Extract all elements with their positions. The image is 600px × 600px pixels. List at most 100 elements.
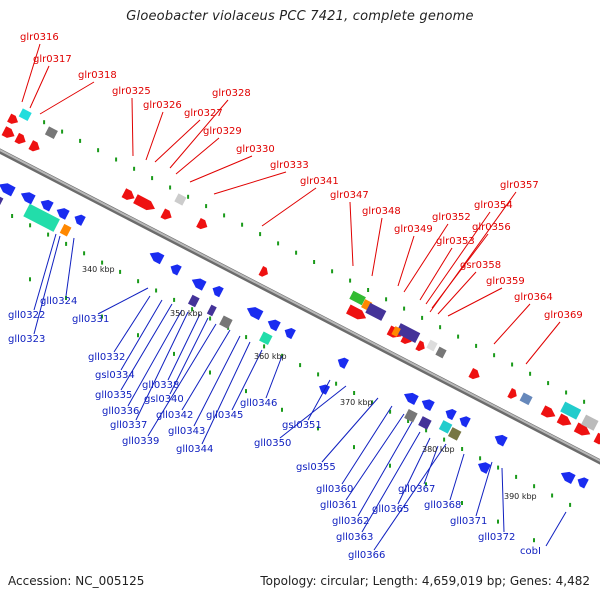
gene-label-gll0337: gll0337 <box>110 420 147 431</box>
reverse-gene-arrow <box>74 214 86 226</box>
leader-line <box>493 303 531 345</box>
leader-line <box>345 413 405 501</box>
leader-line <box>167 313 201 381</box>
gene-labels: glr0316glr0317glr0318glr0325glr0326glr03… <box>8 32 583 561</box>
leader-line <box>97 287 149 315</box>
gene-box-purple <box>395 323 421 344</box>
tick-mark <box>461 501 463 505</box>
gene-label-glr0317: glr0317 <box>33 54 72 65</box>
tick-mark <box>281 407 283 412</box>
forward-gene-arrow <box>468 367 480 380</box>
kbp-label: 370 kbp <box>340 398 373 407</box>
gene-box-grey <box>219 315 233 329</box>
gene-label-glr0330: glr0330 <box>236 144 275 155</box>
leader-line <box>447 287 503 317</box>
leader-line <box>475 461 493 517</box>
gene-label-gll0365: gll0365 <box>372 504 409 515</box>
tick-mark <box>65 296 67 300</box>
gene-label-gsl0355: gsl0355 <box>296 462 336 473</box>
gene-label-gll0360: gll0360 <box>316 484 353 495</box>
tick-mark <box>385 297 388 302</box>
gene-label-gll0361: gll0361 <box>320 500 357 511</box>
leader-line <box>321 397 379 463</box>
forward-gene-arrow <box>258 266 268 277</box>
tick-mark <box>317 426 319 431</box>
leader-line <box>21 43 41 103</box>
tick-mark <box>551 493 554 498</box>
gene-label-glr0316: glr0316 <box>20 32 59 43</box>
leader-line <box>65 237 75 297</box>
tick-mark <box>241 222 244 227</box>
forward-gene-arrow <box>196 217 208 230</box>
reverse-gene-arrow <box>577 477 589 489</box>
leader-line <box>120 303 173 391</box>
leader-line <box>131 97 134 157</box>
tick-mark <box>569 502 572 507</box>
leader-line <box>525 321 561 365</box>
tick-mark <box>389 463 391 468</box>
gene-box-lightgrey <box>426 339 438 352</box>
tick-mark <box>461 447 464 451</box>
leader-line <box>169 317 209 395</box>
accession-text: Accession: NC_005125 <box>8 574 145 588</box>
gene-label-gll0368: gll0368 <box>424 500 461 511</box>
gene-box-steel <box>519 392 533 406</box>
leader-line <box>429 191 517 313</box>
gene-label-glr0364: glr0364 <box>514 292 553 303</box>
leader-line <box>437 271 477 315</box>
leader-line <box>127 309 183 407</box>
gene-box-lightgrey <box>581 414 599 431</box>
reverse-gene-arrow <box>40 199 54 212</box>
tick-mark <box>583 399 586 404</box>
forward-gene-arrow <box>28 140 40 152</box>
tick-mark <box>281 353 284 358</box>
tick-mark <box>403 306 406 311</box>
gene-label-gll0344: gll0344 <box>176 444 213 455</box>
gene-label-gll0342: gll0342 <box>156 410 193 421</box>
tick-mark <box>133 166 136 171</box>
leader-line <box>193 335 241 427</box>
tick-mark <box>479 456 482 461</box>
leader-line <box>201 341 251 445</box>
tick-mark <box>331 269 334 274</box>
tick-mark <box>11 214 14 218</box>
gene-label-glr0357: glr0357 <box>500 180 539 191</box>
gene-label-glr0328: glr0328 <box>212 88 251 99</box>
gene-box-cyan <box>560 401 582 420</box>
forward-gene-arrow <box>7 113 19 124</box>
reverse-gene-arrow <box>445 408 457 421</box>
leader-line <box>361 431 421 533</box>
kbp-label: 380 kbp <box>422 445 455 454</box>
tick-mark <box>421 315 424 320</box>
gene-label-gll0324: gll0324 <box>40 296 77 307</box>
tick-mark <box>29 277 31 282</box>
tick-mark <box>173 297 176 302</box>
tick-mark <box>295 250 298 255</box>
tick-mark <box>457 334 460 339</box>
tick-mark <box>515 474 518 479</box>
tick-mark <box>151 176 154 181</box>
kbp-labels: 340 kbp 350 kbp 360 kbp 370 kbp 380 kbp 390 k… <box>82 265 537 501</box>
gene-label-gll0372: gll0372 <box>478 532 515 543</box>
reverse-gene-arrow <box>20 192 36 205</box>
gene-box-cyan <box>18 108 32 121</box>
leader-line <box>419 247 453 301</box>
tick-mark <box>65 241 68 246</box>
tick-mark <box>497 465 500 470</box>
gene-box-purple <box>365 302 387 321</box>
tick-mark <box>209 316 212 321</box>
tick-mark <box>529 371 532 376</box>
leader-line <box>181 329 231 411</box>
forward-gene-arrow <box>14 132 26 145</box>
tick-mark <box>349 278 352 283</box>
tick-mark <box>533 538 535 543</box>
gene-box-grey <box>404 408 418 423</box>
forward-gene-arrow <box>346 304 367 320</box>
gene-box-orange <box>391 326 401 337</box>
tick-mark <box>511 362 514 367</box>
tick-mark <box>371 400 374 405</box>
gene-box-purple <box>187 294 200 308</box>
tick-mark <box>137 333 139 338</box>
reverse-gene-arrow <box>421 399 435 411</box>
gene-label-glr0356: glr0356 <box>472 222 511 233</box>
